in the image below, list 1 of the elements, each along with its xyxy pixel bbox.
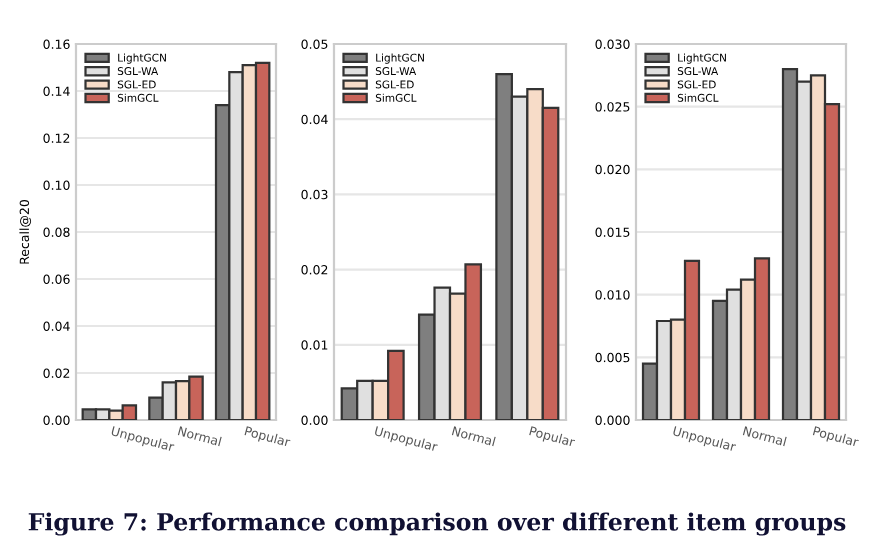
caption: Figure 7: Performance comparison over different item groups [28,512,846,536]
